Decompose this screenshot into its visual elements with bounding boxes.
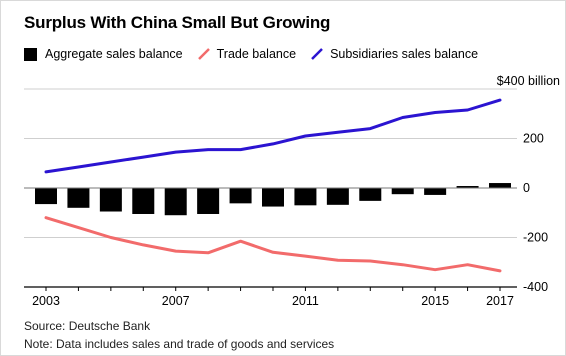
line-trade-balance	[44, 216, 502, 273]
bar-aggregate-2005	[99, 188, 122, 212]
legend-label-trade: Trade balance	[216, 47, 297, 61]
legend-item-subsidiaries: Subsidiaries sales balance	[310, 47, 478, 61]
x-tick-label: 2015	[421, 294, 449, 308]
bar-aggregate-2004	[67, 188, 90, 208]
y-tick-label: -400	[523, 280, 548, 294]
y-tick-label: 0	[523, 181, 530, 195]
data-note: Note: Data includes sales and trade of g…	[24, 337, 335, 351]
bar-aggregate-2008	[197, 188, 220, 214]
x-tick-label: 2007	[162, 294, 190, 308]
x-tick-label: 2003	[32, 294, 60, 308]
bar-aggregate-2003	[35, 188, 57, 205]
bar-aggregate-2014	[391, 188, 414, 195]
bar-aggregate-2017	[489, 183, 511, 188]
x-tick-label: 2011	[292, 294, 319, 308]
legend-label-aggregate: Aggregate sales balance	[45, 47, 183, 61]
bar-aggregate-2015	[424, 188, 447, 195]
bar-aggregate-2013	[359, 188, 382, 201]
legend-label-subsidiaries: Subsidiaries sales balance	[330, 47, 479, 61]
legend-swatch-subsidiaries	[311, 48, 323, 60]
x-tick-label: 2017	[486, 294, 514, 308]
y-tick-label: 200	[523, 132, 544, 146]
bar-aggregate-2010	[262, 188, 284, 207]
chart-title: Surplus With China Small But Growing	[24, 13, 331, 32]
legend-swatch-trade	[197, 48, 210, 60]
legend-item-aggregate: Aggregate sales balance	[24, 47, 183, 61]
bar-aggregate-2012	[326, 188, 349, 205]
line-subsidiaries-sales-balance	[44, 98, 502, 174]
bar-aggregate-2016	[456, 186, 479, 188]
bar-aggregate-2009	[229, 188, 252, 204]
legend-swatch-aggregate	[24, 47, 37, 61]
y-tick-label: -200	[523, 231, 548, 245]
source-note: Source: Deutsche Bank	[24, 319, 151, 333]
chart-legend: Aggregate sales balance Trade balance Su…	[24, 47, 492, 61]
bar-aggregate-2011	[294, 188, 317, 206]
bar-aggregate-2006	[132, 188, 155, 214]
bar-aggregate-2007	[164, 188, 187, 216]
y-tick-label: $400 billion	[497, 74, 560, 88]
legend-item-trade: Trade balance	[197, 47, 296, 61]
